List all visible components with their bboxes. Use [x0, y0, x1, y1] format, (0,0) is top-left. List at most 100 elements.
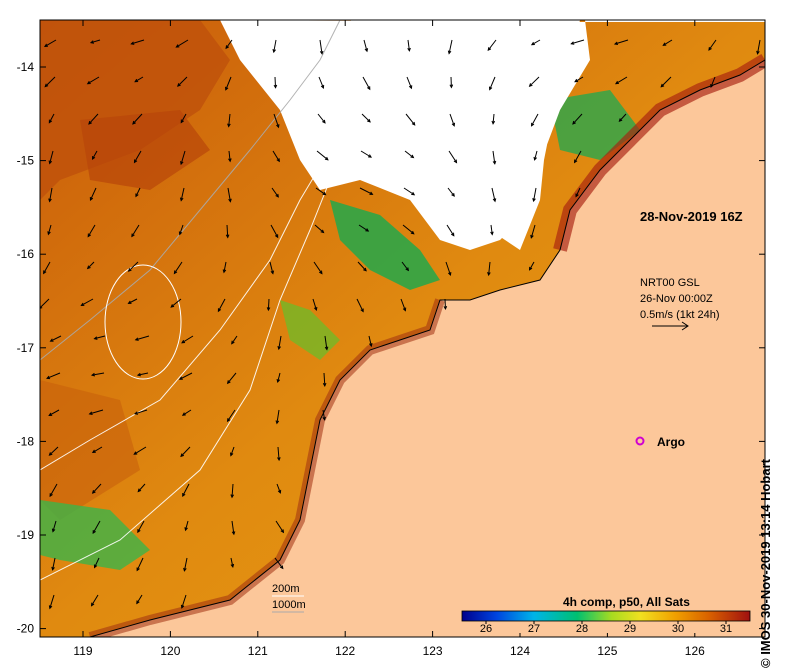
current-vector: [313, 261, 323, 275]
current-vector: [137, 483, 146, 493]
current-vector: [181, 335, 194, 344]
current-vector: [184, 520, 189, 532]
current-vector: [574, 150, 582, 164]
current-vector: [487, 261, 491, 277]
cool-patch-ne: [550, 90, 640, 160]
current-vector: [90, 594, 99, 607]
x-tick-label: 126: [685, 644, 705, 658]
current-vector: [575, 187, 581, 198]
current-vector: [227, 187, 232, 203]
current-vector: [48, 150, 54, 165]
current-vector: [80, 298, 94, 307]
current-vector: [708, 39, 717, 51]
current-vector: [88, 409, 104, 415]
current-vector: [217, 298, 226, 313]
y-tick-label: -20: [17, 622, 35, 636]
current-vector: [86, 76, 100, 85]
current-vector: [269, 261, 275, 275]
current-vector: [46, 372, 61, 380]
plot-frame: [39, 19, 766, 638]
current-vector: [613, 39, 629, 46]
current-vector: [315, 187, 327, 196]
current-vector: [89, 187, 97, 202]
x-tick-label: 121: [248, 644, 268, 658]
y-tick-label: -14: [17, 60, 35, 74]
colorbar-tick-label: 26: [480, 623, 492, 635]
current-vector: [230, 557, 235, 568]
current-vector: [43, 39, 57, 47]
contour-label-200m: 200m: [272, 583, 300, 595]
current-vector: [574, 76, 584, 83]
colorbar-title: 4h comp, p50, All Sats: [563, 595, 690, 609]
colorbar-tick-label: 30: [672, 623, 684, 635]
current-vector: [361, 113, 371, 123]
current-vector: [447, 187, 455, 197]
current-vector: [405, 113, 416, 126]
current-vector: [319, 39, 324, 55]
hot-patch-sw: [40, 380, 140, 520]
current-vector: [572, 113, 583, 125]
current-vector: [316, 150, 329, 161]
current-vector: [87, 224, 96, 238]
current-vector: [710, 76, 716, 89]
current-vector: [662, 39, 673, 46]
current-vector: [136, 372, 149, 377]
current-vector: [528, 76, 540, 87]
current-vector: [231, 520, 236, 536]
current-vector: [275, 409, 280, 425]
current-vector: [449, 113, 456, 127]
current-vector: [445, 261, 452, 277]
current-vector: [48, 187, 53, 203]
timestamp-label: 28-Nov-2019 16Z: [640, 209, 743, 224]
current-vector: [93, 335, 106, 340]
current-vector: [44, 76, 56, 88]
current-vector: [48, 446, 59, 456]
current-vector: [230, 483, 235, 499]
current-vector: [136, 557, 144, 572]
current-vector: [277, 335, 282, 351]
current-vector: [182, 483, 190, 498]
current-vector: [131, 224, 140, 238]
contour-200m: [40, 79, 381, 471]
current-vector: [173, 261, 183, 275]
current-vector: [363, 39, 369, 53]
current-vector: [312, 298, 318, 311]
current-vector: [272, 39, 277, 54]
current-vector: [660, 76, 672, 88]
colorbar-tick-label: 28: [576, 623, 588, 635]
x-tick-label: 122: [335, 644, 355, 658]
current-vector: [273, 113, 280, 129]
current-vector: [448, 150, 458, 164]
current-vector: [226, 409, 236, 423]
current-vector: [91, 446, 103, 453]
current-vector: [132, 113, 143, 125]
current-vector: [530, 224, 536, 239]
x-tick-label: 124: [510, 644, 530, 658]
x-tick-label: 123: [423, 644, 443, 658]
current-vector: [133, 446, 147, 455]
current-vector: [225, 39, 233, 50]
current-vector: [446, 224, 455, 237]
current-vector: [180, 446, 191, 458]
current-vector: [490, 224, 494, 236]
current-legend-line2: 26-Nov 00:00Z: [640, 293, 713, 305]
current-vectors: [40, 39, 761, 610]
contour-grey-west: [40, 20, 341, 361]
current-vector: [127, 261, 139, 272]
current-vector: [47, 224, 52, 236]
current-vector: [317, 113, 326, 124]
argo-label: Argo: [657, 435, 685, 449]
current-vector: [183, 557, 188, 572]
x-tick-label: 120: [160, 644, 180, 658]
current-vector: [359, 187, 374, 195]
current-vector: [401, 261, 410, 272]
current-vector: [225, 76, 232, 91]
current-vector: [137, 520, 145, 534]
current-vector: [134, 76, 144, 83]
current-vector: [443, 298, 448, 311]
current-vector: [231, 335, 238, 345]
current-vector: [40, 298, 50, 309]
y-tick-label: -15: [17, 154, 35, 168]
current-vector: [133, 409, 148, 415]
current-scale-arrow: [652, 321, 689, 331]
